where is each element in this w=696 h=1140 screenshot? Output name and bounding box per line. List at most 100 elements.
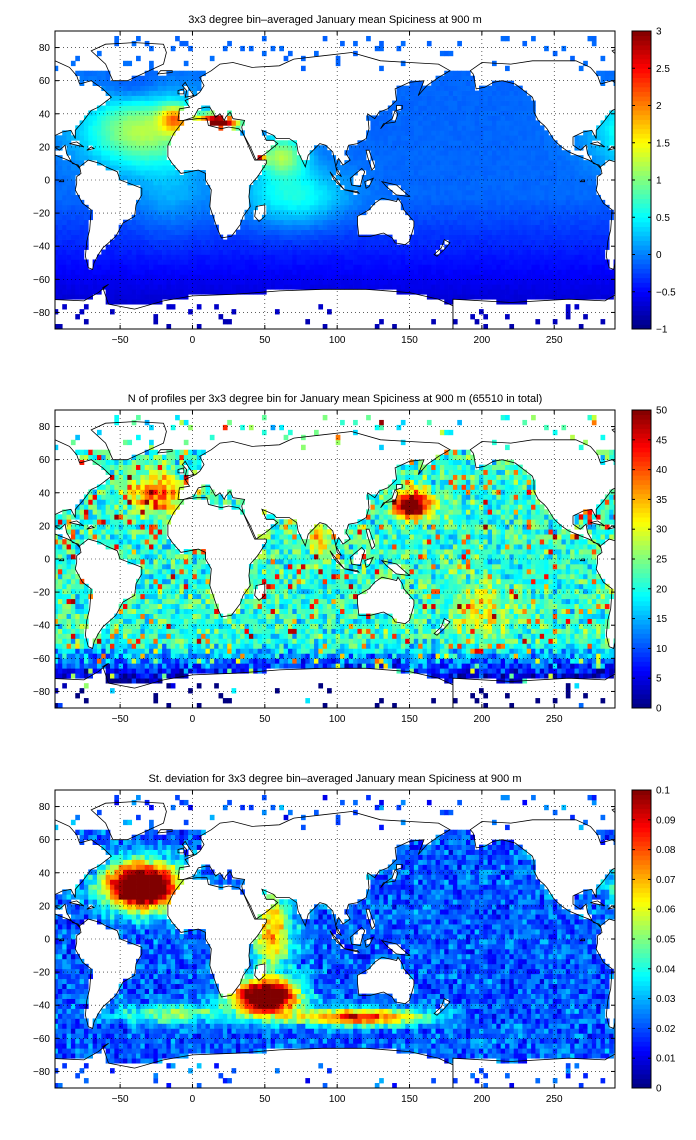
heatmap-cell xyxy=(266,170,271,176)
heatmap-cell xyxy=(83,219,89,226)
heatmap-cell xyxy=(439,199,445,206)
heatmap-cell xyxy=(305,284,311,290)
heatmap-cell xyxy=(392,125,397,131)
heatmap-cell xyxy=(92,120,98,126)
heatmap-cell xyxy=(392,259,397,265)
heatmap-cell xyxy=(357,155,363,161)
heatmap-cell xyxy=(292,160,297,166)
heatmap-cell xyxy=(465,229,471,235)
heatmap-cell xyxy=(118,120,124,126)
heatmap-cell xyxy=(435,229,441,235)
heatmap-cell xyxy=(353,150,358,156)
heatmap-cell xyxy=(379,254,384,260)
heatmap-cell xyxy=(92,155,98,161)
heatmap-cell xyxy=(509,204,515,211)
heatmap-cell xyxy=(136,165,141,171)
heatmap-cell xyxy=(88,125,93,131)
heatmap-cell xyxy=(175,264,180,270)
heatmap-cell xyxy=(127,244,133,250)
heatmap-cell xyxy=(457,668,462,674)
heatmap-cell xyxy=(274,204,280,211)
heatmap-cell xyxy=(509,299,515,305)
heatmap-cell xyxy=(270,194,276,201)
heatmap-cell xyxy=(270,209,276,216)
heatmap-cell xyxy=(487,165,493,171)
heatmap-cell xyxy=(483,110,489,116)
heatmap-cell xyxy=(557,145,562,151)
heatmap-cell xyxy=(422,110,428,116)
heatmap-cell xyxy=(578,180,584,186)
heatmap-cell xyxy=(374,249,380,255)
heatmap-cell xyxy=(539,284,545,290)
heatmap-cell xyxy=(557,155,562,161)
heatmap-cell xyxy=(583,135,588,141)
colorbar-segment xyxy=(632,240,651,246)
heatmap-cell xyxy=(322,249,328,255)
heatmap-cell xyxy=(261,284,267,290)
heatmap-cell xyxy=(505,204,510,211)
heatmap-cell xyxy=(79,70,85,77)
heatmap-cell xyxy=(75,259,80,265)
heatmap-cell xyxy=(274,244,280,250)
heatmap-cell xyxy=(409,105,415,111)
heatmap-cell xyxy=(396,140,402,146)
heatmap-cell xyxy=(196,264,202,270)
heatmap-cell xyxy=(452,319,458,325)
heatmap-cell xyxy=(452,140,458,146)
heatmap-cell xyxy=(300,279,306,285)
heatmap-cell xyxy=(296,239,302,245)
heatmap-cell xyxy=(409,269,415,275)
heatmap-cell xyxy=(149,65,154,72)
heatmap-cell xyxy=(75,673,80,679)
heatmap-cell xyxy=(157,264,163,270)
heatmap-cell xyxy=(218,244,224,250)
heatmap-cell xyxy=(439,120,445,126)
heatmap-cell xyxy=(314,239,319,245)
heatmap-cell xyxy=(591,289,597,295)
heatmap-cell xyxy=(539,130,545,136)
heatmap-cell xyxy=(183,249,189,255)
heatmap-cell xyxy=(153,229,159,235)
heatmap-cell xyxy=(300,165,306,171)
heatmap-cell xyxy=(461,239,467,245)
heatmap-cell xyxy=(457,294,462,300)
heatmap-cell xyxy=(452,274,458,280)
heatmap-cell xyxy=(166,194,172,201)
heatmap-cell xyxy=(335,165,341,171)
heatmap-cell xyxy=(531,254,536,260)
heatmap-cell xyxy=(465,224,471,231)
heatmap-cell xyxy=(478,284,484,290)
heatmap-cell xyxy=(596,668,601,674)
heatmap-cell xyxy=(409,90,415,96)
heatmap-cell xyxy=(196,189,202,196)
heatmap-cell xyxy=(570,673,575,679)
heatmap-cell xyxy=(526,274,532,280)
heatmap-cell xyxy=(483,254,489,260)
heatmap-cell xyxy=(439,219,445,226)
heatmap-cell xyxy=(305,234,311,240)
heatmap-cell xyxy=(192,658,198,664)
heatmap-cell xyxy=(335,274,341,280)
colorbar-segment xyxy=(632,91,651,97)
colorbar-segment xyxy=(632,138,651,144)
heatmap-cell xyxy=(483,224,489,231)
heatmap-cell xyxy=(118,105,124,111)
heatmap-cell xyxy=(518,663,523,669)
heatmap-cell xyxy=(509,214,515,221)
heatmap-cell xyxy=(83,140,89,146)
heatmap-cell xyxy=(118,115,124,121)
heatmap-cell xyxy=(452,229,458,235)
heatmap-cell xyxy=(92,115,98,121)
heatmap-cell xyxy=(170,658,176,664)
heatmap-cell xyxy=(287,150,293,156)
heatmap-cell xyxy=(144,234,150,240)
heatmap-cell xyxy=(431,170,436,176)
heatmap-cell xyxy=(170,199,176,206)
heatmap-cell xyxy=(140,249,146,255)
heatmap-cell xyxy=(131,165,137,171)
heatmap-cell xyxy=(518,214,523,221)
heatmap-cell xyxy=(300,269,306,275)
heatmap-cell xyxy=(340,219,345,226)
heatmap-cell xyxy=(413,140,419,146)
heatmap-cell xyxy=(188,170,193,176)
